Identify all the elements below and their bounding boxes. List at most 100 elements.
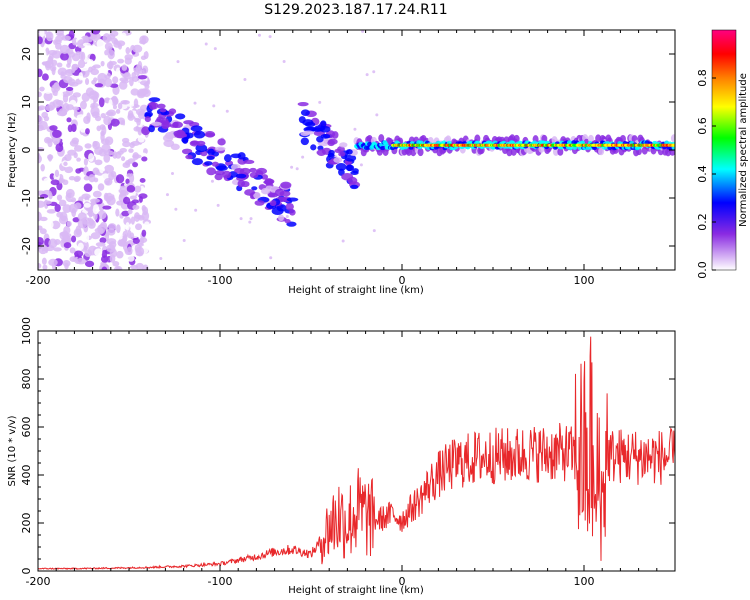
heatmap-cell xyxy=(243,78,247,82)
heatmap-cell xyxy=(328,138,338,145)
y-tick-label: 0 xyxy=(20,568,33,575)
heatmap-cell xyxy=(94,115,102,122)
heatmap-cell xyxy=(38,47,45,53)
heatmap-cell xyxy=(137,127,143,136)
heatmap-cell xyxy=(174,207,178,211)
heatmap-cell xyxy=(120,99,130,105)
heatmap-cell xyxy=(103,150,114,156)
heatmap-cell xyxy=(183,120,194,125)
heatmap-cell xyxy=(128,148,134,153)
heatmap-cell xyxy=(65,86,74,91)
heatmap-cell xyxy=(72,217,80,223)
heatmap-cell xyxy=(249,171,259,179)
heatmap-cell xyxy=(221,170,232,179)
heatmap-cell xyxy=(257,33,261,37)
heatmap-cell xyxy=(204,161,213,166)
heatmap-cell xyxy=(125,178,130,185)
heatmap-cell xyxy=(38,91,42,98)
heatmap-cell xyxy=(38,68,43,78)
heatmap-cell xyxy=(58,199,67,207)
heatmap-cell xyxy=(39,216,48,222)
heatmap-cell xyxy=(267,91,271,95)
heatmap-cell xyxy=(126,184,136,193)
heatmap-cell xyxy=(122,141,131,148)
heatmap-cell xyxy=(134,214,144,219)
heatmap-cell xyxy=(94,248,103,257)
heatmap-cell xyxy=(336,119,340,123)
heatmap-cell xyxy=(64,166,74,174)
heatmap-cell xyxy=(282,60,286,64)
heatmap-cell xyxy=(48,154,53,162)
heatmap-cell xyxy=(193,130,206,139)
heatmap-cell xyxy=(130,140,140,146)
heatmap-cell xyxy=(47,50,58,56)
heatmap-cell xyxy=(61,35,71,41)
heatmap-cell xyxy=(86,112,91,122)
heatmap-cell xyxy=(235,173,247,179)
heatmap-cell xyxy=(334,148,342,153)
colorbar-ticks: 0.0 0.2 0.4 0.6 0.8 xyxy=(696,69,716,279)
heatmap-cell xyxy=(102,33,111,43)
x-tick-label: 100 xyxy=(574,274,595,287)
heatmap-cell xyxy=(151,121,162,127)
heatmap-cell xyxy=(141,126,151,136)
heatmap-cell xyxy=(278,214,285,222)
heatmap-cell xyxy=(88,152,95,162)
heatmap-cell xyxy=(66,63,71,68)
heatmap-cell xyxy=(144,84,150,90)
heatmap-cell xyxy=(587,134,594,143)
heatmap-cell xyxy=(89,198,100,203)
heatmap-cell xyxy=(212,104,216,108)
heatmap-cell xyxy=(120,156,126,162)
heatmap-cell xyxy=(378,134,385,143)
heatmap-cell xyxy=(274,188,285,197)
heatmap-cell xyxy=(111,95,118,104)
heatmap-cell xyxy=(90,232,101,240)
y-tick-label: 1000 xyxy=(20,317,33,345)
heatmap-cell xyxy=(133,98,139,108)
heatmap-cell xyxy=(38,200,46,208)
heatmap-cell xyxy=(568,145,574,151)
heatmap-cell xyxy=(104,49,109,56)
heatmap-cell xyxy=(141,156,148,162)
heatmap-cell xyxy=(345,149,353,155)
heatmap-y-ticks: 20 10 0 -10 -20 xyxy=(20,47,675,255)
heatmap-cell xyxy=(132,44,143,53)
heatmap-cell xyxy=(148,97,161,103)
heatmap-cell xyxy=(335,162,347,171)
heatmap-cell xyxy=(300,262,304,266)
heatmap-cell xyxy=(112,104,117,110)
heatmap-cell xyxy=(237,180,246,188)
heatmap-cell xyxy=(191,158,204,166)
heatmap-cell xyxy=(92,190,102,198)
heatmap-cell xyxy=(117,42,123,50)
heatmap-cell xyxy=(39,80,47,85)
heatmap-cell xyxy=(214,173,223,181)
heatmap-cell xyxy=(139,185,145,194)
heatmap-cell xyxy=(144,111,153,118)
heatmap-cell xyxy=(109,83,119,88)
heatmap-cell xyxy=(106,244,116,253)
heatmap-cell xyxy=(39,139,44,144)
heatmap-cell xyxy=(95,242,106,247)
heatmap-cell xyxy=(132,237,140,244)
heatmap-cell xyxy=(112,76,119,84)
heatmap-cell xyxy=(115,67,121,77)
heatmap-cell xyxy=(285,202,294,211)
heatmap-cell xyxy=(98,97,105,108)
heatmap-cell xyxy=(115,208,120,217)
heatmap-cell xyxy=(60,52,69,61)
colorbar: 0.0 0.2 0.4 0.6 0.8 Normalized spectral ampl… xyxy=(696,29,749,279)
heatmap-cell xyxy=(223,154,232,163)
heatmap-cell xyxy=(116,250,124,259)
heatmap-cell xyxy=(136,108,146,116)
heatmap-cell xyxy=(69,247,76,254)
heatmap-cell xyxy=(72,106,80,111)
heatmap-cell xyxy=(164,85,168,89)
heatmap-cell xyxy=(165,193,169,197)
heatmap-cell xyxy=(333,157,343,163)
heatmap-cell xyxy=(39,228,47,235)
heatmap-cell xyxy=(159,99,163,103)
heatmap-cell xyxy=(310,144,317,151)
